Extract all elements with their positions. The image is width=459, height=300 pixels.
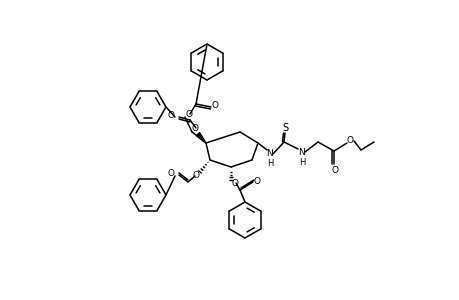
Text: O: O [346,136,353,145]
Text: S: S [281,123,287,133]
Text: H: H [298,158,304,167]
Text: O: O [167,110,174,119]
Text: N: N [298,148,305,157]
Text: O: O [167,169,174,178]
Text: O: O [211,100,218,109]
Text: O: O [231,178,238,188]
Text: N: N [266,148,273,158]
Polygon shape [196,133,206,143]
Text: O: O [331,166,338,175]
Text: O: O [185,110,192,118]
Text: H: H [266,159,273,168]
Text: O: O [191,124,198,133]
Text: O: O [192,172,199,181]
Text: O: O [253,178,260,187]
